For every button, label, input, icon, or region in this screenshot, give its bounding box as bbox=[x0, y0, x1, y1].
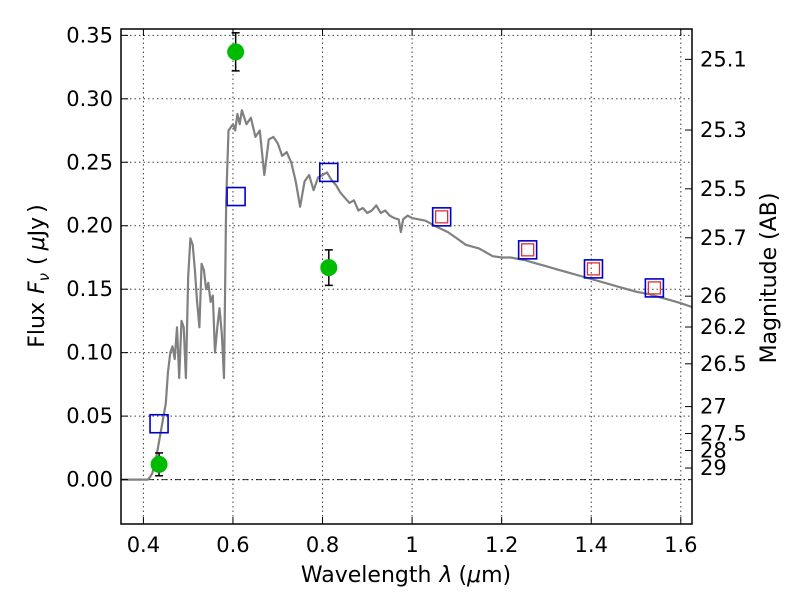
x-tick-label: 0.8 bbox=[306, 533, 339, 557]
x-tick-label: 1 bbox=[405, 533, 418, 557]
y2-tick-label: 25.5 bbox=[700, 177, 747, 201]
axis-ticks: 0.4 0.6 0.8 1 1.2 1.4 1.6 0.00 0.05 0.10 0.15 0.20 0… bbox=[66, 23, 747, 557]
x-tick-label: 0.6 bbox=[216, 533, 249, 557]
y-tick-label: 0.15 bbox=[66, 277, 113, 301]
y2-tick-label: 29 bbox=[700, 456, 727, 480]
y-axis-label: Flux Fν ( μJy) bbox=[25, 204, 53, 347]
y-label-unit: Jy bbox=[25, 217, 50, 239]
y-label-close: ) bbox=[25, 204, 50, 213]
observed-band-square bbox=[435, 210, 449, 224]
x-tick-label: 1.4 bbox=[575, 533, 608, 557]
y-label-open: ( bbox=[25, 256, 50, 265]
observed-band-square bbox=[520, 243, 535, 257]
x-tick-label: 0.4 bbox=[127, 533, 160, 557]
grid-lines bbox=[121, 29, 692, 524]
y-tick-label: 0.25 bbox=[66, 150, 113, 174]
y-tick-label: 0.00 bbox=[66, 468, 113, 492]
model-photometry-square bbox=[644, 278, 665, 298]
x-label-open: ( bbox=[458, 563, 467, 588]
observed-band-square bbox=[647, 281, 662, 295]
y2-tick-label: 25.3 bbox=[700, 118, 747, 142]
x-label-mu: μ bbox=[466, 563, 481, 588]
x-label-unit: m) bbox=[481, 563, 511, 588]
y2-tick-label: 25.1 bbox=[700, 47, 747, 71]
model-photometry-square bbox=[226, 186, 246, 207]
x-label-lambda: λ bbox=[438, 563, 452, 588]
y-label-word: Flux bbox=[25, 302, 50, 348]
y2-tick-label: 27 bbox=[700, 395, 727, 419]
x-tick-label: 1.2 bbox=[485, 533, 518, 557]
y2-axis-label: Magnitude (AB) bbox=[757, 193, 782, 364]
y-label-f: F bbox=[25, 281, 50, 294]
x-tick-label: 1.6 bbox=[664, 533, 697, 557]
y2-tick-label: 27.5 bbox=[700, 422, 747, 446]
measured-flux-point bbox=[150, 455, 168, 473]
y-tick-label: 0.05 bbox=[66, 404, 113, 428]
model-photometry-square bbox=[318, 162, 339, 183]
y2-tick-label: 28 bbox=[700, 439, 727, 463]
measured-flux-point bbox=[227, 43, 245, 61]
model-photometry-square bbox=[517, 240, 538, 260]
y-label-mu: μ bbox=[25, 236, 50, 251]
observed-band-square bbox=[586, 262, 601, 276]
model-photometry-square bbox=[149, 413, 169, 434]
plot-frame bbox=[120, 28, 693, 525]
model-photometry-square bbox=[583, 259, 604, 279]
y-label-nu: ν bbox=[35, 273, 53, 281]
y-tick-label: 0.20 bbox=[66, 214, 113, 238]
measured-flux-point bbox=[320, 259, 338, 277]
y2-tick-label: 26.5 bbox=[700, 352, 747, 376]
y-tick-label: 0.30 bbox=[66, 87, 113, 111]
x-axis-label: Wavelength λ (μm) bbox=[301, 563, 511, 588]
x-label-word: Wavelength bbox=[301, 563, 432, 588]
model-spectrum-line bbox=[121, 109, 693, 481]
y-tick-label: 0.10 bbox=[66, 341, 113, 365]
data-series bbox=[121, 32, 693, 481]
model-photometry-square bbox=[431, 207, 452, 227]
y2-tick-label: 26 bbox=[700, 284, 727, 308]
y-tick-label: 0.35 bbox=[66, 23, 113, 47]
y2-tick-label: 26.2 bbox=[700, 315, 747, 339]
y2-tick-label: 25.7 bbox=[700, 226, 747, 250]
